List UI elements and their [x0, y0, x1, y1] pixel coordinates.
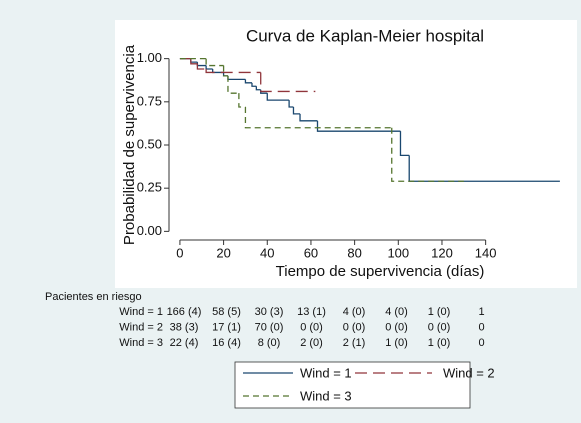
y-axis-label: Probabilidad de supervivencia: [121, 44, 138, 245]
risk-row-label: Wind = 3: [119, 337, 163, 349]
survival-step: [244, 79, 252, 84]
risk-cell: 38 (3): [170, 321, 199, 333]
y-tick-label: 0.75: [137, 93, 162, 108]
risk-cell: 16 (4): [212, 337, 241, 349]
survival-step: [299, 113, 318, 122]
survival-step: [255, 86, 261, 91]
x-tick-label: 40: [260, 245, 274, 260]
risk-cell: 8 (0): [258, 337, 281, 349]
survival-step: [222, 65, 228, 77]
risk-cell: 1: [478, 306, 484, 318]
risk-cell: 4 (0): [343, 306, 366, 318]
legend-label: Wind = 1: [300, 365, 352, 380]
risk-cell: 58 (5): [212, 306, 241, 318]
risk-cell: 22 (4): [170, 337, 199, 349]
survival-step: [266, 93, 290, 101]
risk-table-title: Pacientes en riesgo: [45, 291, 142, 303]
x-axis-label: Tiempo de supervivencia (días): [276, 263, 485, 280]
risk-row-label: Wind = 2: [119, 321, 163, 333]
risk-cell: 0 (0): [428, 321, 451, 333]
risk-cell: 70 (0): [255, 321, 284, 333]
survival-step: [205, 58, 224, 67]
risk-cell: 2 (1): [343, 337, 366, 349]
risk-cell: 1 (0): [385, 337, 408, 349]
y-tick-label: 0.25: [137, 180, 162, 195]
risk-cell: 4 (0): [385, 306, 408, 318]
risk-cell: 0 (0): [385, 321, 408, 333]
risk-cell: 1 (0): [428, 306, 451, 318]
risk-cell: 0 (0): [300, 321, 323, 333]
legend-label: Wind = 2: [443, 365, 495, 380]
x-tick-label: 20: [216, 245, 230, 260]
x-tick-label: 0: [176, 245, 183, 260]
survival-step: [399, 131, 410, 157]
x-tick-label: 100: [387, 245, 409, 260]
x-tick-label: 120: [431, 245, 453, 260]
survival-step: [238, 93, 246, 108]
risk-cell: 0: [478, 321, 484, 333]
plot-background: [115, 20, 577, 288]
survival-step: [251, 82, 257, 87]
survival-step: [292, 107, 301, 115]
survival-step: [196, 63, 207, 70]
y-tick-label: 0.00: [137, 223, 162, 238]
legend-box: [234, 361, 471, 409]
risk-cell: 166 (4): [167, 306, 202, 318]
risk-row-label: Wind = 1: [119, 306, 163, 318]
x-tick-label: 60: [304, 245, 318, 260]
risk-cell: 0 (0): [343, 321, 366, 333]
survival-step: [316, 120, 401, 132]
risk-cell: 30 (3): [255, 306, 284, 318]
survival-step: [190, 58, 198, 65]
survival-step: [288, 100, 294, 108]
risk-cell: 17 (1): [212, 321, 241, 333]
chart-title: Curva de Kaplan-Meier hospital: [246, 26, 484, 45]
survival-step: [260, 72, 316, 93]
x-tick-label: 80: [347, 245, 361, 260]
y-tick-label: 1.00: [137, 50, 162, 65]
risk-cell: 0: [478, 337, 484, 349]
x-tick-label: 140: [475, 245, 497, 260]
survival-step: [205, 69, 261, 74]
y-tick-label: 0.50: [137, 136, 162, 151]
legend-label: Wind = 3: [300, 388, 352, 403]
risk-cell: 13 (1): [297, 306, 326, 318]
survival-step: [227, 75, 239, 94]
risk-cell: 1 (0): [428, 337, 451, 349]
survival-step: [391, 127, 464, 182]
survival-step: [244, 107, 392, 129]
risk-cell: 2 (0): [300, 337, 323, 349]
